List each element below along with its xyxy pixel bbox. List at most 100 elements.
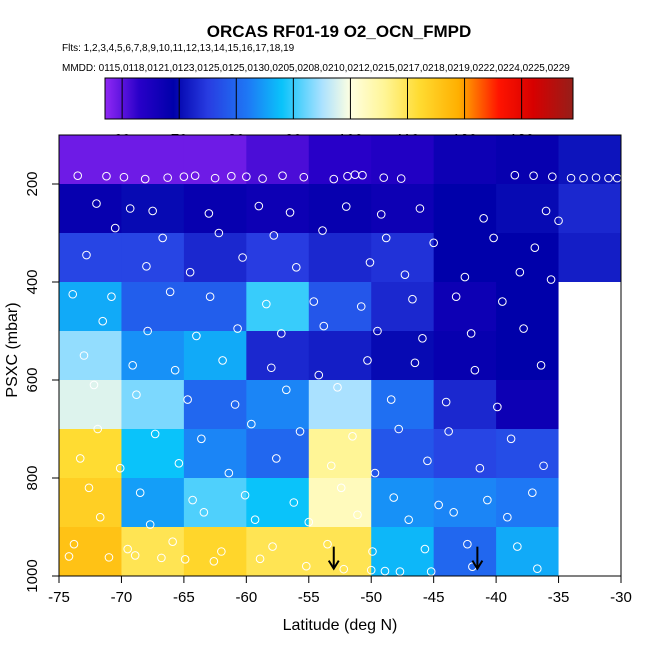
heatmap-cell: [558, 282, 621, 332]
observation-marker: [262, 299, 271, 309]
heatmap-cell: [371, 527, 435, 576]
observation-marker: [218, 356, 227, 365]
observation-marker: [291, 263, 301, 272]
heatmap-cell: [59, 380, 122, 430]
observation-marker: [326, 461, 336, 471]
observation-marker: [415, 204, 425, 213]
observation-marker: [238, 253, 247, 262]
observation-marker: [333, 383, 342, 392]
heatmap-cell: [246, 527, 310, 576]
heatmap-cell: [371, 331, 435, 381]
observation-marker: [143, 326, 152, 336]
observation-marker: [395, 567, 405, 576]
heatmap-cell: [246, 135, 310, 185]
observation-marker: [107, 292, 116, 302]
x-tick-label: -30: [610, 589, 632, 606]
heatmap-cell: [371, 135, 435, 185]
heatmap-cell: [59, 233, 122, 283]
heatmap-cell: [558, 135, 621, 185]
observation-marker: [277, 329, 286, 338]
y-tick-label: 400: [24, 269, 41, 294]
observation-marker: [548, 172, 557, 181]
heatmap-cell: [433, 135, 497, 185]
observation-marker: [536, 361, 546, 370]
observation-marker: [205, 292, 215, 302]
observation-marker: [278, 171, 287, 180]
observation-marker: [529, 171, 538, 180]
observation-marker: [530, 243, 540, 252]
heatmap-cell: [121, 233, 185, 283]
observation-marker: [69, 539, 79, 549]
heatmap-cell: [496, 380, 559, 430]
observation-marker: [493, 402, 502, 412]
observation-marker: [463, 539, 472, 549]
observation-marker: [240, 490, 250, 500]
observation-marker: [460, 272, 470, 282]
heatmap-cell: [496, 478, 559, 528]
heatmap-cell: [496, 429, 559, 479]
observation-marker: [341, 202, 351, 211]
heatmap-cell: [59, 282, 122, 332]
observation-marker: [268, 542, 277, 551]
observation-marker: [73, 171, 83, 180]
observation-marker: [356, 302, 366, 311]
observation-marker: [319, 321, 329, 331]
observation-marker: [281, 385, 291, 395]
observation-marker: [323, 539, 332, 549]
heatmap-cell: [308, 135, 372, 185]
heatmap-cell: [246, 478, 310, 528]
observation-marker: [353, 510, 362, 520]
observation-marker: [400, 270, 410, 279]
observation-marker: [451, 292, 461, 302]
observation-marker: [84, 483, 94, 493]
heatmap-cell: [59, 331, 122, 381]
observation-marker: [119, 172, 129, 182]
observation-marker: [370, 468, 380, 478]
observation-marker: [566, 173, 576, 183]
observation-marker: [233, 324, 242, 333]
observation-marker: [95, 512, 105, 522]
observation-marker: [148, 206, 157, 216]
heatmap-cell: [183, 233, 247, 283]
observation-marker: [348, 432, 357, 441]
observation-marker: [394, 424, 403, 434]
x-tick-label: -60: [235, 589, 257, 606]
observation-marker: [389, 493, 399, 502]
observation-marker: [579, 173, 588, 183]
observation-marker: [68, 289, 78, 299]
observation-marker: [528, 488, 537, 498]
arrow-markers: [327, 546, 484, 571]
observation-marker: [179, 172, 189, 181]
observation-marker: [380, 566, 390, 576]
observation-marker: [309, 297, 319, 306]
x-tick-label: -75: [48, 589, 70, 606]
observation-marker: [230, 400, 240, 409]
observation-marker: [75, 454, 85, 463]
heatmap-cell: [496, 282, 559, 332]
observation-points: [64, 170, 621, 576]
observation-marker: [604, 173, 613, 183]
colorbar-fill: [105, 78, 573, 119]
observation-marker: [64, 552, 74, 561]
heatmap-cell: [558, 233, 621, 283]
chart-title: ORCAS RF01-19 O2_OCN_FMPD: [207, 22, 472, 41]
heatmap-cell: [121, 527, 185, 576]
observation-marker: [242, 172, 251, 181]
observation-marker: [466, 329, 476, 338]
observation-marker: [304, 517, 314, 527]
x-tick-label: -45: [423, 589, 445, 606]
x-tick-label: -35: [548, 589, 570, 606]
observation-marker: [188, 495, 197, 505]
observation-marker: [258, 174, 267, 183]
observation-marker: [423, 456, 432, 466]
heatmap-cell: [183, 282, 247, 332]
heatmap-cell: [371, 184, 435, 234]
observation-marker: [250, 515, 260, 524]
observation-marker: [541, 206, 551, 216]
y-axis-label: PSXC (mbar): [4, 302, 21, 397]
heatmap-cell: [371, 282, 435, 332]
heatmap-cell: [558, 184, 621, 234]
observation-marker: [128, 361, 137, 370]
observation-marker: [420, 544, 430, 554]
observation-marker: [441, 397, 451, 407]
